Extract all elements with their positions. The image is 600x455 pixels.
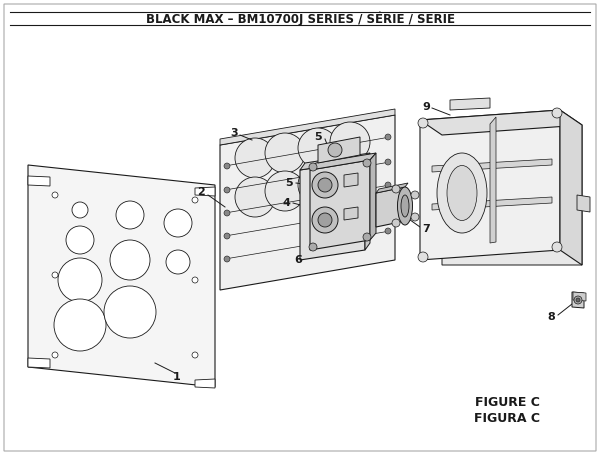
Circle shape: [392, 185, 400, 193]
Text: 4: 4: [282, 198, 290, 208]
Circle shape: [265, 171, 305, 211]
Circle shape: [265, 133, 305, 173]
Polygon shape: [195, 379, 215, 388]
Polygon shape: [376, 183, 408, 193]
Polygon shape: [28, 358, 50, 368]
Ellipse shape: [447, 166, 477, 221]
Ellipse shape: [401, 195, 409, 217]
Polygon shape: [560, 110, 582, 265]
Polygon shape: [577, 195, 590, 212]
Circle shape: [298, 128, 338, 168]
Polygon shape: [432, 117, 552, 251]
Circle shape: [574, 296, 582, 304]
Circle shape: [166, 250, 190, 274]
Text: 5: 5: [286, 178, 293, 188]
Circle shape: [224, 210, 230, 216]
Circle shape: [224, 233, 230, 239]
Circle shape: [309, 163, 317, 171]
Text: 6: 6: [294, 255, 302, 265]
Text: 8: 8: [547, 312, 555, 322]
Ellipse shape: [398, 187, 413, 225]
Circle shape: [318, 213, 332, 227]
Circle shape: [328, 143, 342, 157]
Circle shape: [58, 258, 102, 302]
Circle shape: [363, 233, 371, 241]
Circle shape: [312, 207, 338, 233]
Circle shape: [224, 187, 230, 193]
Ellipse shape: [437, 153, 487, 233]
Polygon shape: [28, 176, 50, 186]
Circle shape: [552, 108, 562, 118]
Circle shape: [330, 122, 370, 162]
Text: 3: 3: [230, 128, 238, 138]
Polygon shape: [572, 292, 584, 308]
Circle shape: [385, 228, 391, 234]
Text: 7: 7: [422, 224, 430, 234]
Polygon shape: [318, 137, 360, 163]
Polygon shape: [310, 160, 370, 250]
Polygon shape: [420, 110, 560, 260]
Text: FIGURA C: FIGURA C: [474, 413, 540, 425]
Circle shape: [224, 256, 230, 262]
Circle shape: [392, 219, 400, 227]
Polygon shape: [310, 153, 376, 170]
Text: 5: 5: [314, 132, 322, 142]
Circle shape: [385, 205, 391, 211]
Circle shape: [52, 192, 58, 198]
Circle shape: [192, 277, 198, 283]
Polygon shape: [432, 159, 552, 172]
Polygon shape: [220, 115, 395, 290]
Circle shape: [192, 352, 198, 358]
Circle shape: [52, 272, 58, 278]
Polygon shape: [376, 187, 405, 227]
Circle shape: [411, 191, 419, 199]
Circle shape: [54, 299, 106, 351]
Circle shape: [110, 240, 150, 280]
Circle shape: [52, 352, 58, 358]
Polygon shape: [344, 173, 358, 187]
Circle shape: [164, 209, 192, 237]
Circle shape: [235, 177, 275, 217]
Polygon shape: [344, 207, 358, 220]
Polygon shape: [365, 153, 370, 250]
Circle shape: [224, 163, 230, 169]
Circle shape: [235, 138, 275, 178]
Circle shape: [309, 243, 317, 251]
Polygon shape: [300, 153, 370, 170]
Circle shape: [66, 226, 94, 254]
Circle shape: [104, 286, 156, 338]
Circle shape: [192, 197, 198, 203]
Text: 9: 9: [422, 102, 430, 112]
Polygon shape: [490, 117, 496, 243]
Circle shape: [363, 159, 371, 167]
Circle shape: [418, 118, 428, 128]
Polygon shape: [370, 153, 376, 240]
Polygon shape: [420, 110, 582, 135]
Circle shape: [116, 201, 144, 229]
Circle shape: [385, 134, 391, 140]
Polygon shape: [573, 292, 586, 301]
Circle shape: [576, 298, 580, 302]
Polygon shape: [442, 125, 582, 265]
Text: 2: 2: [197, 187, 205, 197]
Polygon shape: [450, 98, 490, 110]
Circle shape: [385, 182, 391, 188]
Circle shape: [411, 213, 419, 221]
Polygon shape: [300, 160, 365, 260]
Circle shape: [318, 178, 332, 192]
Text: BLACK MAX – BM10700J SERIES / SÉRIE / SERIE: BLACK MAX – BM10700J SERIES / SÉRIE / SE…: [146, 11, 455, 26]
Polygon shape: [28, 165, 215, 387]
Circle shape: [330, 159, 370, 199]
Circle shape: [298, 165, 338, 205]
Text: 1: 1: [173, 372, 181, 382]
Circle shape: [385, 159, 391, 165]
Circle shape: [72, 202, 88, 218]
Circle shape: [418, 252, 428, 262]
Circle shape: [312, 172, 338, 198]
Text: FIGURE C: FIGURE C: [475, 396, 540, 410]
Polygon shape: [220, 109, 395, 145]
Circle shape: [552, 242, 562, 252]
Polygon shape: [432, 197, 552, 210]
Polygon shape: [195, 187, 215, 196]
